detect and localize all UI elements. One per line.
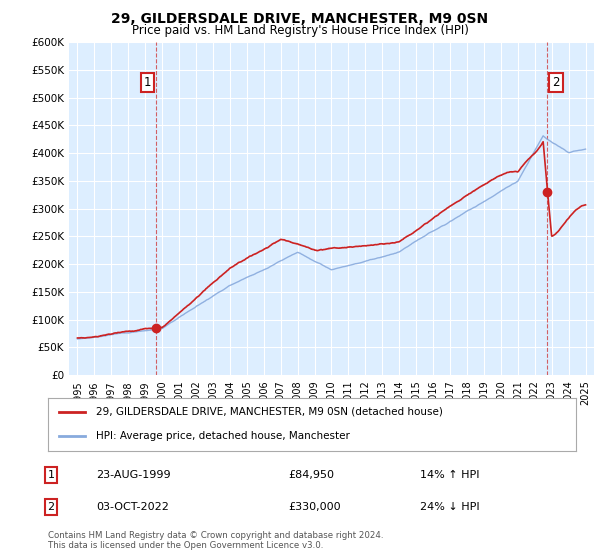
Text: 03-OCT-2022: 03-OCT-2022	[96, 502, 169, 512]
Text: Price paid vs. HM Land Registry's House Price Index (HPI): Price paid vs. HM Land Registry's House …	[131, 24, 469, 37]
Text: 2: 2	[552, 76, 560, 89]
Text: 1: 1	[144, 76, 151, 89]
Text: 24% ↓ HPI: 24% ↓ HPI	[420, 502, 479, 512]
Text: 23-AUG-1999: 23-AUG-1999	[96, 470, 170, 480]
Text: Contains HM Land Registry data © Crown copyright and database right 2024.
This d: Contains HM Land Registry data © Crown c…	[48, 531, 383, 550]
Text: 14% ↑ HPI: 14% ↑ HPI	[420, 470, 479, 480]
Text: HPI: Average price, detached house, Manchester: HPI: Average price, detached house, Manc…	[95, 431, 349, 441]
Text: 1: 1	[47, 470, 55, 480]
Text: 29, GILDERSDALE DRIVE, MANCHESTER, M9 0SN (detached house): 29, GILDERSDALE DRIVE, MANCHESTER, M9 0S…	[95, 407, 442, 417]
Text: 2: 2	[47, 502, 55, 512]
Text: £84,950: £84,950	[288, 470, 334, 480]
Text: £330,000: £330,000	[288, 502, 341, 512]
Text: 29, GILDERSDALE DRIVE, MANCHESTER, M9 0SN: 29, GILDERSDALE DRIVE, MANCHESTER, M9 0S…	[112, 12, 488, 26]
